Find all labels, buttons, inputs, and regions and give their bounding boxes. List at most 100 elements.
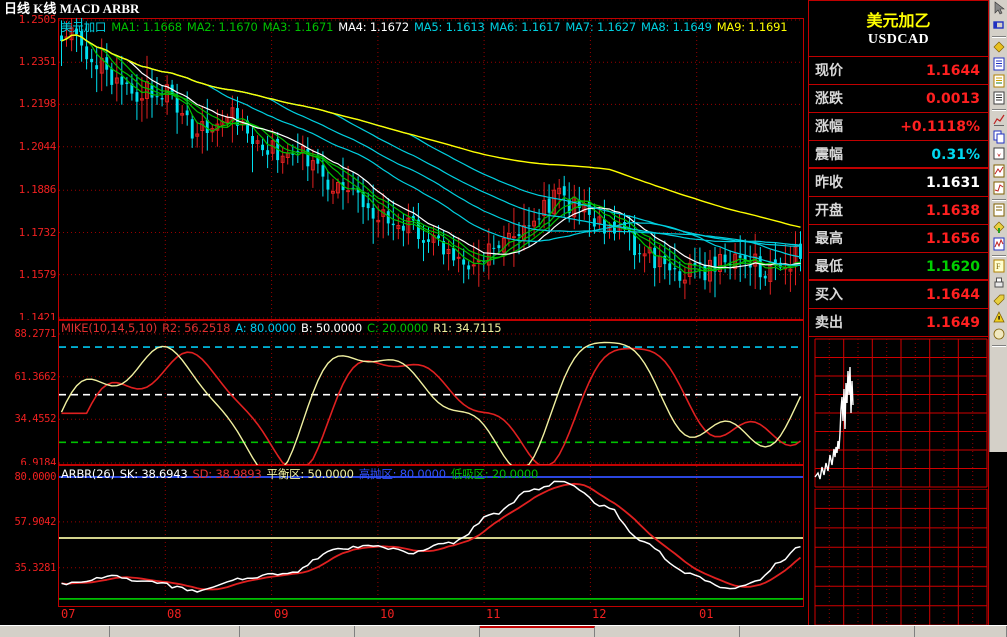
bottom-tab[interactable] bbox=[915, 626, 1007, 637]
warning-icon bbox=[993, 311, 1005, 323]
ma-legend-item: MA9: 1.1691 bbox=[716, 20, 788, 34]
toolbar-list-blue-icon[interactable] bbox=[990, 56, 1007, 73]
price-y-label: 1.1886 bbox=[18, 183, 57, 196]
chart-red-icon bbox=[993, 164, 1005, 178]
copy-icon bbox=[993, 130, 1005, 144]
bottom-tab-strip[interactable] bbox=[0, 625, 1007, 637]
report-icon bbox=[993, 41, 1005, 53]
list-white-icon bbox=[993, 91, 1005, 105]
toolbar-copy-icon[interactable] bbox=[990, 129, 1007, 146]
x-axis-label: 08 bbox=[167, 607, 182, 621]
ma-legend-item: MA8: 1.1649 bbox=[641, 20, 712, 34]
toolbar-buttons[interactable]: F bbox=[989, 0, 1007, 452]
toolbar-list-white-icon[interactable] bbox=[990, 90, 1007, 107]
mike-pane-border bbox=[58, 320, 804, 465]
quote-row-label: 震幅 bbox=[815, 147, 843, 163]
quote-row: 卖出 1.1649 bbox=[809, 309, 988, 337]
intraday-mini-chart[interactable] bbox=[809, 337, 988, 489]
toolbar-separator bbox=[990, 253, 1007, 258]
mike-legend: MIKE(10,14,5,10) R2: 56.2518 A: 80.0000 B: … bbox=[61, 321, 506, 335]
add-green-icon bbox=[993, 221, 1005, 233]
bottom-tab[interactable] bbox=[0, 626, 110, 637]
right-toolbar[interactable]: F bbox=[989, 0, 1007, 637]
toolbar-tag-icon[interactable] bbox=[990, 292, 1007, 309]
mike-legend-item: B: 50.0000 bbox=[301, 321, 363, 335]
quote-row: 开盘 1.1638 bbox=[809, 197, 988, 225]
svg-text:F: F bbox=[996, 262, 1001, 271]
toolbar-printer-icon[interactable] bbox=[990, 275, 1007, 292]
quote-header: 美元加乙 USDCAD bbox=[809, 1, 988, 57]
toolbar-separator bbox=[990, 107, 1007, 112]
mini-tick-line bbox=[814, 338, 988, 488]
x-axis-label: 09 bbox=[274, 607, 289, 621]
quote-row-label: 最高 bbox=[815, 231, 843, 247]
instrument-name: 美元加乙 bbox=[866, 11, 931, 30]
toolbar-magnet-icon[interactable] bbox=[990, 17, 1007, 34]
mike-y-label: 61.3662 bbox=[14, 371, 57, 383]
bottom-tab[interactable] bbox=[110, 626, 240, 637]
price-y-label: 1.2351 bbox=[18, 55, 57, 68]
toolbar-separator bbox=[990, 343, 1007, 348]
bottom-tab[interactable] bbox=[240, 626, 355, 637]
toolbar-formula-icon[interactable]: F bbox=[990, 258, 1007, 275]
toolbar-report-icon[interactable] bbox=[990, 39, 1007, 56]
toolbar-add-green-icon[interactable] bbox=[990, 219, 1007, 236]
trendline-icon bbox=[993, 114, 1005, 126]
mike-y-label: 6.9184 bbox=[20, 457, 56, 469]
quote-row-label: 涨跌 bbox=[815, 91, 843, 107]
tag-icon bbox=[993, 294, 1005, 306]
arbr-legend-item: SK: 38.6943 bbox=[119, 467, 188, 481]
quote-row-value: 1.1644 bbox=[925, 287, 980, 303]
arbr-legend-item: 低吸区: 20.0000 bbox=[450, 467, 539, 481]
x-axis-label: 12 bbox=[592, 607, 607, 621]
arbr-y-label: 57.9042 bbox=[14, 516, 57, 528]
toolbar-list-yellow-icon[interactable] bbox=[990, 73, 1007, 90]
price-ma-legend: 美元加口 MA1: 1.1668 MA2: 1.1670 MA3: 1.1671 MA4… bbox=[61, 19, 792, 35]
quote-row-value: 1.1656 bbox=[925, 231, 980, 247]
quote-row-value: 0.31% bbox=[931, 147, 980, 163]
toolbar-chart-line-icon[interactable] bbox=[990, 180, 1007, 197]
x-axis-label: 11 bbox=[486, 607, 501, 621]
price-symbol-label: 美元加口 bbox=[61, 20, 107, 34]
quote-panel[interactable]: 美元加乙 USDCAD 现价 1.1644 涨跌 0.0013 涨幅 +0.1118% 震幅… bbox=[808, 0, 989, 637]
bottom-tab[interactable] bbox=[355, 626, 480, 637]
price-pane[interactable]: 1.2505 1.2351 1.2198 1.2044 1.1886 1.1732 1.15… bbox=[0, 14, 808, 323]
quote-row-value: 1.1649 bbox=[925, 315, 980, 331]
price-y-label: 1.1579 bbox=[18, 268, 57, 281]
toolbar-download-icon[interactable] bbox=[990, 146, 1007, 163]
quote-row: 昨收 1.1631 bbox=[809, 169, 988, 197]
toolbar-book-icon[interactable] bbox=[990, 202, 1007, 219]
ma-legend-item: MA4: 1.1672 bbox=[338, 20, 409, 34]
toolbar-help-icon[interactable] bbox=[990, 326, 1007, 343]
toolbar-chart-wave-icon[interactable] bbox=[990, 236, 1007, 253]
quote-row: 涨幅 +0.1118% bbox=[809, 113, 988, 141]
toolbar-chart-red-icon[interactable] bbox=[990, 163, 1007, 180]
quote-row-label: 涨幅 bbox=[815, 119, 843, 135]
toolbar-trendline-icon[interactable] bbox=[990, 112, 1007, 129]
quote-row: 买入 1.1644 bbox=[809, 281, 988, 309]
quote-rows: 现价 1.1644 涨跌 0.0013 涨幅 +0.1118% 震幅 0.31% 昨收 1.163… bbox=[809, 57, 988, 337]
mike-legend-item: C: 20.0000 bbox=[367, 321, 429, 335]
mike-y-label: 34.4552 bbox=[14, 413, 57, 425]
candlestick-chart bbox=[59, 18, 803, 319]
arbr-pane[interactable]: 80.0000 57.9042 35.3281 ARBR(26) SK: 38.694… bbox=[0, 465, 808, 607]
price-y-label: 1.1732 bbox=[18, 226, 57, 239]
mike-legend-item: R2: 56.2518 bbox=[162, 321, 231, 335]
mike-pane[interactable]: 88.2771 61.3662 34.4552 6.9184 MIKE(10,14,5… bbox=[0, 320, 808, 469]
bottom-tab[interactable] bbox=[480, 626, 595, 637]
mike-legend-item: R1: 34.7115 bbox=[433, 321, 502, 335]
arbr-legend: ARBR(26) SK: 38.6943 SD: 38.9893 平衡区: 50.00… bbox=[61, 466, 543, 482]
chart-area[interactable]: 1.2505 1.2351 1.2198 1.2044 1.1886 1.1732 1.15… bbox=[0, 14, 808, 621]
ma-legend-item: MA5: 1.1613 bbox=[413, 20, 485, 34]
toolbar-warning-icon[interactable] bbox=[990, 309, 1007, 326]
bottom-tab[interactable] bbox=[740, 626, 915, 637]
arbr-y-label: 35.3281 bbox=[14, 562, 57, 574]
chart-wave-icon bbox=[993, 237, 1005, 251]
printer-icon bbox=[994, 277, 1004, 288]
quote-row: 现价 1.1644 bbox=[809, 57, 988, 85]
mike-title: MIKE(10,14,5,10) bbox=[61, 321, 158, 335]
download-icon bbox=[993, 147, 1005, 160]
bottom-tab[interactable] bbox=[595, 626, 740, 637]
toolbar-pointer-icon[interactable] bbox=[990, 0, 1007, 17]
